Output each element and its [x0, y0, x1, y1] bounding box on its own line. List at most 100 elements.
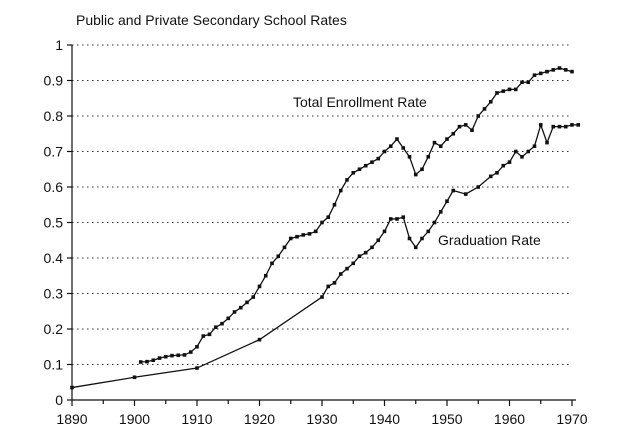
data-point — [526, 80, 531, 85]
data-point — [195, 366, 199, 370]
data-point — [195, 344, 199, 349]
data-point — [520, 80, 524, 85]
y-tick-label: 0.3 — [44, 286, 64, 302]
data-point — [488, 174, 493, 179]
data-point — [276, 254, 281, 259]
y-tick-label: 0.4 — [44, 250, 64, 266]
data-point — [420, 236, 424, 241]
data-point — [457, 124, 462, 129]
data-point — [220, 321, 224, 326]
x-tick-label: 1920 — [244, 411, 275, 427]
data-point — [432, 140, 437, 145]
x-tick-label: 1890 — [56, 411, 87, 427]
data-point — [188, 350, 193, 354]
data-point — [345, 266, 349, 271]
data-point — [407, 155, 412, 159]
y-tick-label: 0 — [55, 392, 63, 408]
data-point — [151, 358, 156, 363]
data-point — [201, 334, 206, 338]
data-point — [363, 163, 368, 168]
data-point — [338, 188, 343, 193]
data-point — [213, 325, 218, 330]
data-point — [376, 238, 381, 243]
data-point — [451, 188, 456, 193]
data-point — [407, 236, 412, 241]
data-point — [476, 185, 481, 189]
data-point — [445, 137, 449, 141]
data-point — [270, 261, 274, 266]
data-point — [138, 360, 143, 364]
data-point — [557, 124, 562, 129]
data-point — [576, 123, 581, 127]
data-point — [326, 215, 331, 219]
series-label: Total Enrollment Rate — [293, 94, 427, 110]
data-point — [432, 220, 437, 225]
data-point — [501, 163, 506, 168]
data-point — [507, 160, 512, 164]
data-point — [320, 295, 324, 299]
data-point — [332, 281, 337, 285]
data-point — [545, 140, 549, 145]
data-point — [513, 149, 518, 154]
data-point — [520, 155, 524, 159]
data-point — [382, 229, 387, 234]
data-point — [532, 144, 537, 148]
data-point — [470, 128, 474, 132]
data-point — [438, 210, 443, 214]
data-point — [295, 234, 299, 239]
data-point — [207, 332, 212, 337]
data-point — [413, 245, 418, 250]
data-point — [357, 254, 362, 259]
data-point — [370, 160, 374, 164]
data-point — [557, 66, 562, 70]
data-point — [401, 146, 406, 150]
data-point — [338, 272, 343, 276]
data-point — [238, 305, 243, 310]
data-point — [463, 192, 468, 196]
y-tick-label: 0.6 — [44, 179, 64, 195]
data-point — [307, 232, 312, 236]
data-point — [413, 172, 418, 177]
data-point — [182, 353, 187, 357]
data-point — [513, 87, 518, 92]
x-tick-label: 1960 — [494, 411, 525, 427]
data-point — [232, 310, 237, 314]
data-point — [288, 236, 293, 241]
data-point — [445, 199, 449, 203]
data-point — [420, 167, 424, 172]
data-point — [463, 123, 468, 127]
data-point — [357, 167, 362, 172]
data-point — [245, 300, 249, 305]
data-point — [313, 229, 318, 234]
data-point — [401, 215, 406, 219]
data-point — [263, 273, 268, 278]
data-point — [282, 245, 287, 250]
data-point — [257, 284, 262, 289]
data-point — [507, 87, 512, 92]
x-tick-label: 1940 — [369, 411, 400, 427]
data-point — [563, 68, 568, 72]
y-tick-label: 0.2 — [44, 321, 64, 337]
data-point — [476, 114, 481, 118]
data-point — [501, 89, 506, 93]
y-tick-label: 0.1 — [44, 357, 64, 373]
data-point — [351, 261, 356, 266]
series-1 — [70, 122, 581, 390]
data-point — [170, 353, 174, 358]
data-point — [426, 155, 431, 159]
data-point — [301, 233, 306, 237]
data-point — [482, 107, 487, 111]
data-point — [488, 100, 493, 104]
data-point — [145, 359, 149, 364]
y-tick-label: 0.9 — [44, 73, 64, 89]
series-line — [140, 67, 573, 363]
y-tick-label: 1 — [55, 37, 63, 53]
data-point — [320, 220, 324, 225]
data-point — [545, 69, 549, 74]
x-tick-label: 1910 — [181, 411, 212, 427]
data-point — [570, 123, 574, 127]
data-point — [132, 375, 137, 380]
data-point — [388, 144, 393, 148]
data-point — [495, 91, 499, 95]
series-layer — [70, 66, 581, 390]
